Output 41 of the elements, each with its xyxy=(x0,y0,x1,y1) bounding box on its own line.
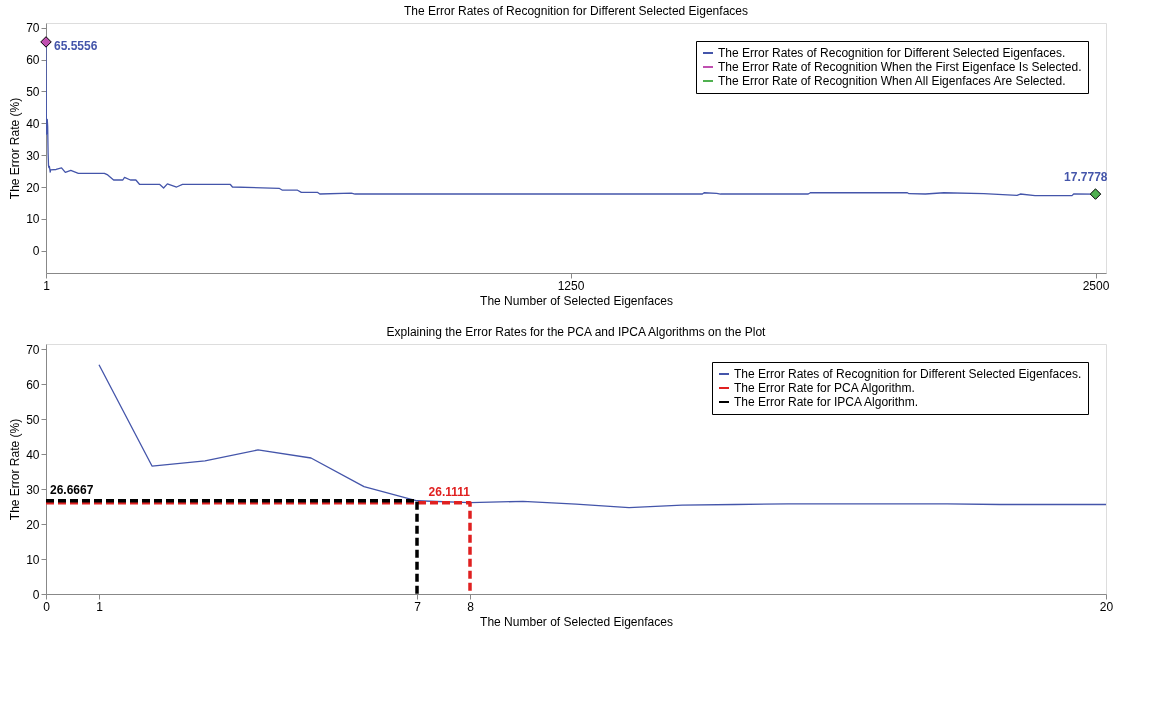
y-tick-label: 50 xyxy=(26,412,40,427)
annotation: 26.1111 xyxy=(428,484,471,499)
y-axis-title: The Error Rate (%) xyxy=(8,418,23,521)
x-tick-label: 0 xyxy=(43,599,51,614)
x-tick-label: 1 xyxy=(96,599,104,614)
x-tick-label: 20 xyxy=(1099,599,1114,614)
legend-label: The Error Rate for IPCA Algorithm. xyxy=(734,395,919,409)
y-tick-label: 60 xyxy=(26,377,40,392)
chart-title: The Error Rates of Recognition for Different Selected Eigenfaces xyxy=(404,3,748,18)
legend-label: The Error Rate of Recognition When All Eigenfaces Are Selected. xyxy=(718,74,1066,88)
y-tick-label: 40 xyxy=(26,116,40,131)
y-tick-label: 70 xyxy=(26,21,40,36)
x-tick-label: 1 xyxy=(43,278,51,293)
x-axis-title: The Number of Selected Eigenfaces xyxy=(480,293,673,308)
legend-label: The Error Rates of Recognition for Different Selected Eigenfaces. xyxy=(718,46,1066,60)
legend-label: The Error Rate for PCA Algorithm. xyxy=(734,381,915,395)
line-series xyxy=(98,364,1106,509)
y-tick-label: 20 xyxy=(26,517,40,532)
x-tick-label: 7 xyxy=(414,599,422,614)
annotation: 17.7778 xyxy=(1064,170,1108,185)
y-tick-label: 40 xyxy=(26,447,40,462)
y-tick-label: 30 xyxy=(26,482,40,497)
legend-label: The Error Rate of Recognition When the First Eigenface Is Selected. xyxy=(718,60,1082,74)
x-tick-label: 8 xyxy=(467,599,475,614)
y-tick-label: 30 xyxy=(26,148,40,163)
y-tick-label: 20 xyxy=(26,180,40,195)
y-tick-label: 60 xyxy=(26,53,40,68)
legend-label: The Error Rates of Recognition for Different Selected Eigenfaces. xyxy=(734,367,1082,381)
y-axis-title: The Error Rate (%) xyxy=(8,97,23,200)
x-tick-label: 2500 xyxy=(1082,278,1110,293)
annotation: 65.5556 xyxy=(54,38,98,53)
y-tick-label: 0 xyxy=(32,244,40,259)
y-tick-label: 0 xyxy=(32,587,40,602)
y-tick-label: 70 xyxy=(26,342,40,357)
y-tick-label: 10 xyxy=(26,212,40,227)
annotation: 26.6667 xyxy=(50,482,94,497)
y-tick-label: 50 xyxy=(26,84,40,99)
chart-title: Explaining the Error Rates for the PCA and IPCA Algorithms on the Plot xyxy=(386,325,767,340)
x-axis-title: The Number of Selected Eigenfaces xyxy=(480,614,673,629)
x-tick-label: 1250 xyxy=(557,278,585,293)
y-tick-label: 10 xyxy=(26,552,40,567)
